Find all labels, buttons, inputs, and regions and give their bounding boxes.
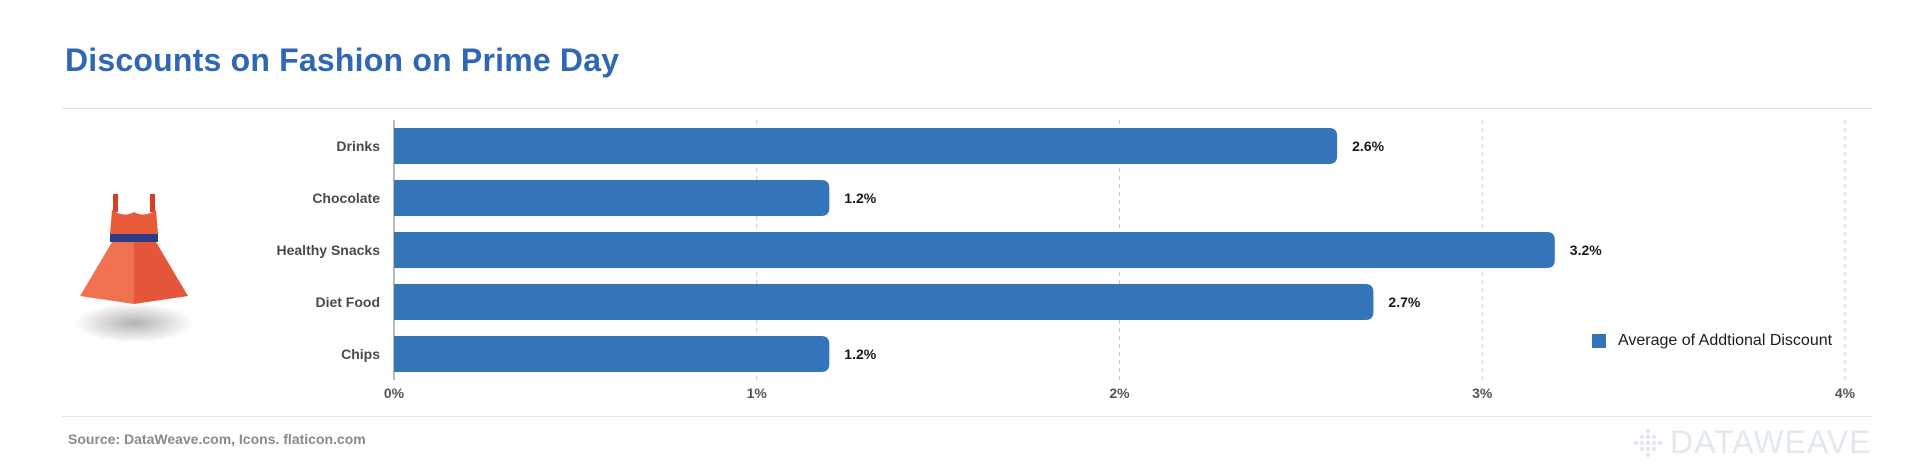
bar	[394, 128, 1337, 164]
legend-swatch	[1592, 334, 1606, 348]
x-tick-label: 0%	[384, 385, 405, 401]
x-tick-label: 2%	[1109, 385, 1130, 401]
value-label: 3.2%	[1570, 242, 1602, 258]
brand-logo: DATAWEAVE	[1632, 424, 1872, 461]
bar	[394, 232, 1555, 268]
category-label: Diet Food	[315, 294, 380, 310]
bar	[394, 180, 829, 216]
value-label: 1.2%	[844, 346, 876, 362]
dataweave-logo-icon	[1632, 427, 1664, 459]
category-label: Healthy Snacks	[277, 242, 381, 258]
legend-label: Average of Addtional Discount	[1618, 332, 1832, 350]
bar	[394, 284, 1373, 320]
bottom-divider	[62, 416, 1872, 417]
source-note: Source: DataWeave.com, Icons. flaticon.c…	[68, 431, 366, 447]
value-label: 2.6%	[1352, 138, 1384, 154]
value-label: 2.7%	[1388, 294, 1420, 310]
x-tick-label: 3%	[1472, 385, 1493, 401]
category-label: Drinks	[336, 138, 380, 154]
x-tick-label: 4%	[1835, 385, 1856, 401]
legend: Average of Addtional Discount	[1592, 332, 1832, 350]
bar	[394, 336, 829, 372]
logo-text: DATAWEAVE	[1670, 424, 1872, 461]
category-label: Chocolate	[312, 190, 380, 206]
category-label: Chips	[341, 346, 380, 362]
value-label: 1.2%	[844, 190, 876, 206]
x-tick-label: 1%	[747, 385, 768, 401]
